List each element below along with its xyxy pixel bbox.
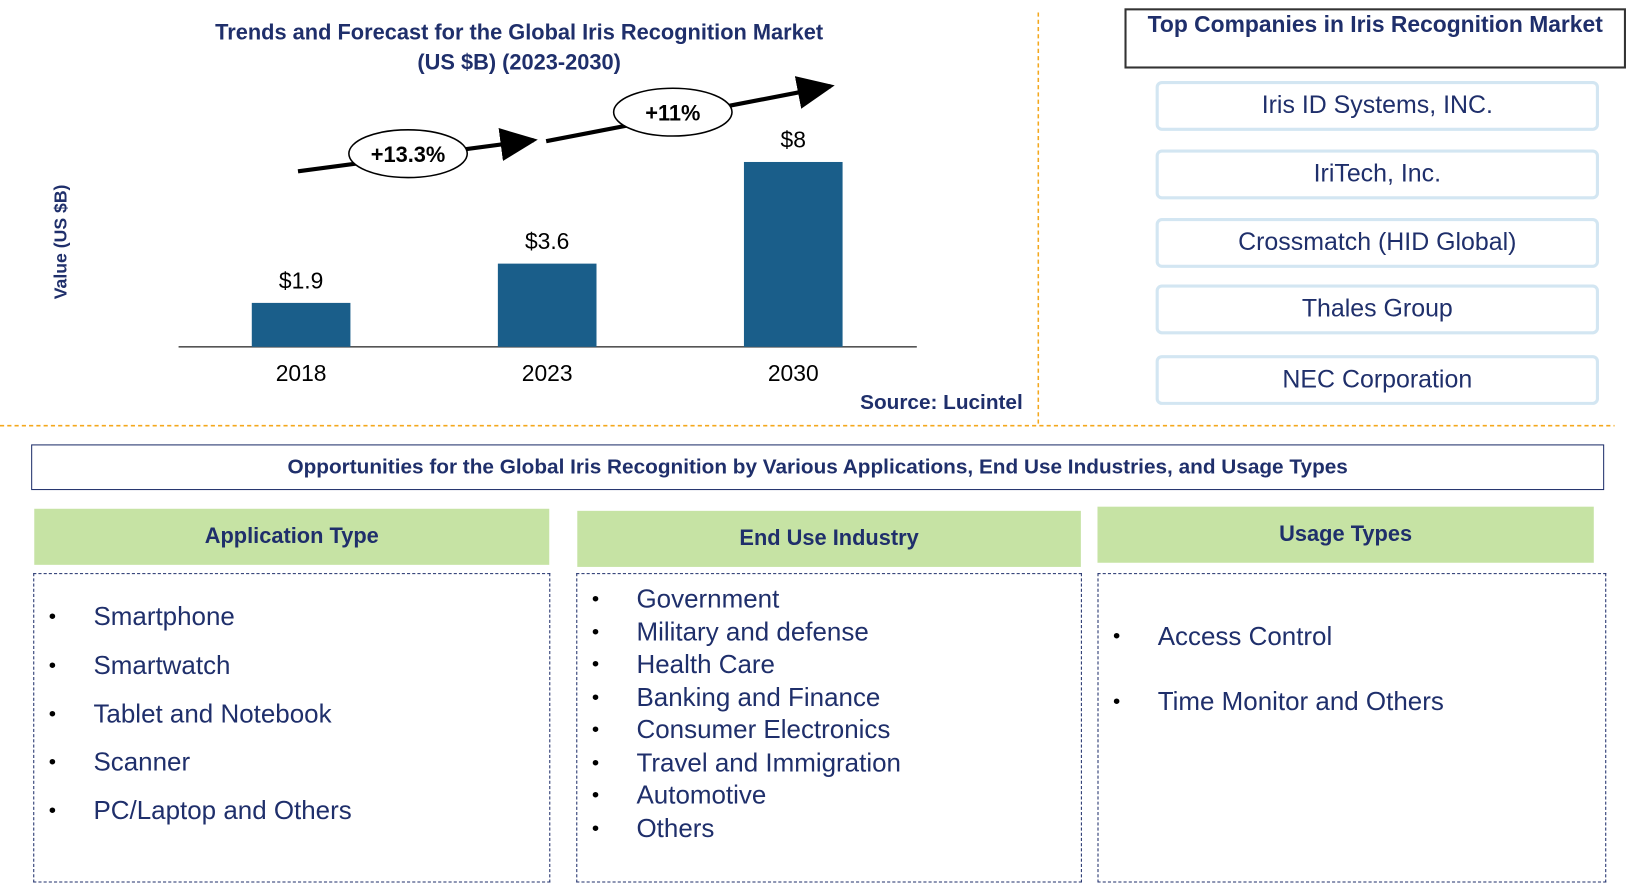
item-list: SmartphoneSmartwatchTablet and NotebookS… (34, 593, 549, 836)
opportunities-title: Opportunities for the Global Iris Recogn… (31, 444, 1605, 491)
list-item: Consumer Electronics (577, 714, 1081, 747)
list-item: Tablet and Notebook (34, 690, 549, 739)
company-item: NEC Corporation (1155, 355, 1599, 405)
companies-title: Top Companies in Iris Recognition Market (1124, 8, 1626, 69)
bar (743, 161, 843, 347)
chart-title: Trends and Forecast for the Global Iris … (215, 19, 823, 44)
item-list: GovernmentMilitary and defenseHealth Car… (577, 584, 1081, 846)
x-tick-label: 2018 (276, 360, 327, 386)
list-item: Others (577, 812, 1081, 845)
column-box: GovernmentMilitary and defenseHealth Car… (576, 573, 1082, 883)
list-item: Health Care (577, 649, 1081, 682)
bar (251, 302, 351, 347)
y-axis-label: Value (US $B) (50, 185, 70, 300)
growth-annotation: +11% (645, 100, 700, 125)
list-item: Access Control (1099, 604, 1606, 669)
list-item: Scanner (34, 739, 549, 788)
column-header: Application Type (34, 508, 550, 565)
x-tick-label: 2023 (522, 360, 573, 386)
value-label: $8 (781, 126, 806, 152)
x-tick-label: 2030 (768, 360, 819, 386)
bar (497, 263, 597, 347)
column-box: Access ControlTime Monitor and Others (1097, 573, 1607, 883)
list-item: Time Monitor and Others (1099, 670, 1606, 735)
list-item: Smartphone (34, 593, 549, 642)
value-label: $1.9 (279, 267, 323, 293)
company-item: Thales Group (1155, 284, 1599, 335)
chart-subtitle: (US $B) (2023-2030) (417, 50, 621, 75)
item-list: Access ControlTime Monitor and Others (1099, 604, 1606, 735)
list-item: Smartwatch (34, 641, 549, 690)
growth-annotation: +13.3% (371, 142, 446, 167)
column-header: Usage Types (1097, 506, 1594, 563)
list-item: Banking and Finance (577, 682, 1081, 715)
list-item: Military and defense (577, 616, 1081, 649)
list-item: Automotive (577, 780, 1081, 813)
list-item: PC/Laptop and Others (34, 787, 549, 836)
source: Source: Lucintel (860, 391, 1023, 414)
dividers (0, 12, 1615, 427)
company-item: Crossmatch (HID Global) (1155, 218, 1599, 268)
value-label: $3.6 (525, 228, 569, 254)
company-item: IriTech, Inc. (1155, 149, 1599, 200)
column-header: End Use Industry (577, 510, 1081, 567)
list-item: Government (577, 584, 1081, 617)
column-box: SmartphoneSmartwatchTablet and NotebookS… (33, 573, 551, 883)
list-item: Travel and Immigration (577, 747, 1081, 780)
company-item: Iris ID Systems, INC. (1155, 80, 1599, 131)
annotation-ellipse (348, 129, 469, 179)
chart: Trends and Forecast for the Global Iris … (50, 19, 1023, 414)
annotation-ellipse (612, 87, 733, 137)
